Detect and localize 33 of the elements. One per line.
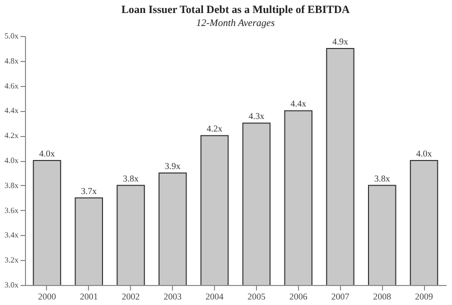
x-tick-label: 2007 bbox=[331, 292, 350, 302]
x-tick-label: 2000 bbox=[38, 292, 56, 302]
x-tick-label: 2008 bbox=[373, 292, 392, 302]
x-tick-label: 2003 bbox=[164, 292, 182, 302]
data-label: 3.9x bbox=[164, 160, 182, 171]
x-tick-label: 2001 bbox=[80, 292, 98, 302]
y-tick-label: 4.4x bbox=[4, 106, 18, 116]
y-tick-label: 3.0x bbox=[4, 280, 18, 290]
y-tick-label: 3.6x bbox=[4, 206, 18, 215]
chart-title: Loan Issuer Total Debt as a Multiple of EBITDA bbox=[121, 4, 350, 16]
y-tick-label: 4.0x bbox=[4, 156, 18, 165]
data-label: 4.0x bbox=[39, 148, 56, 158]
data-label: 3.8x bbox=[122, 173, 140, 184]
data-label: 3.7x bbox=[81, 186, 98, 196]
x-tick-label: 2009 bbox=[415, 292, 434, 302]
y-tick-label: 4.6x bbox=[4, 81, 18, 90]
y-tick-label: 3.2x bbox=[4, 256, 18, 265]
x-tick-label: 2002 bbox=[122, 292, 140, 302]
y-tick-label: 4.2x bbox=[4, 131, 18, 140]
x-tick-label: 2004 bbox=[206, 292, 224, 302]
data-label: 4.3x bbox=[248, 111, 265, 122]
x-tick-label: 2005 bbox=[247, 292, 266, 302]
x-tick-label: 2006 bbox=[289, 292, 308, 302]
y-tick-label: 4.8x bbox=[4, 56, 18, 66]
data-label: 4.9x bbox=[332, 36, 349, 46]
chart-subtitle: 12-Month Averages bbox=[196, 18, 275, 29]
y-tick-label: 3.4x bbox=[4, 230, 18, 240]
data-label: 3.8x bbox=[374, 173, 390, 184]
data-label: 4.0x bbox=[416, 148, 432, 158]
y-tick-label: 5.0x bbox=[4, 32, 18, 40]
data-label: 4.2x bbox=[206, 124, 223, 134]
y-tick-label: 3.8x bbox=[4, 180, 18, 190]
data-label: 4.4x bbox=[290, 98, 307, 109]
